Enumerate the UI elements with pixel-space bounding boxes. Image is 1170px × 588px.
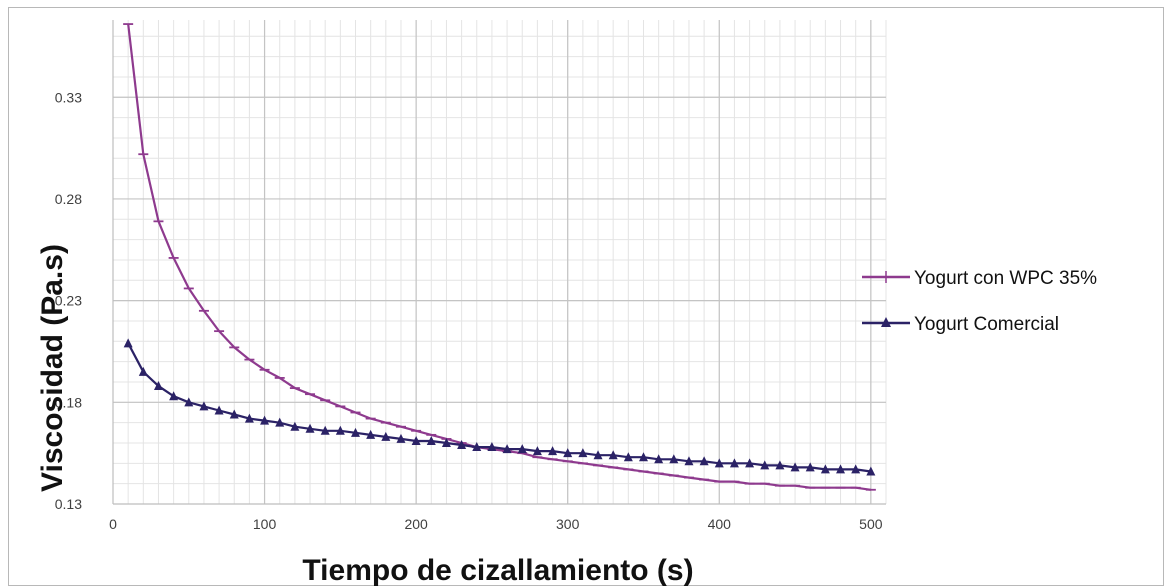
data-point [472,442,482,452]
data-point [866,466,876,476]
data-point [199,401,209,411]
data-point [153,381,163,391]
y-axis-title: Viscosidad (Pa.s) [36,244,69,492]
x-tick-label: 300 [556,516,580,532]
data-point [290,421,300,431]
data-point [563,448,573,458]
data-point [426,435,436,445]
data-point [548,446,558,456]
data-point [441,437,451,447]
series-layer [123,23,876,491]
x-tick-label: 200 [404,516,428,532]
legend-item-wpc: Yogurt con WPC 35% [862,268,1097,289]
axes [112,20,886,505]
data-point [260,415,270,425]
data-point [851,464,861,474]
chart-frame [8,7,1164,586]
data-point [138,366,148,376]
data-point [790,462,800,472]
data-point [396,433,406,443]
data-point [729,458,739,468]
x-tick-label: 100 [253,516,277,532]
data-point [775,460,785,470]
data-point [305,423,315,433]
x-tick-label: 0 [109,516,117,532]
series-wpc [123,23,876,491]
data-point [669,454,679,464]
data-point [411,435,421,445]
legend-item-comercial: Yogurt Comercial [862,314,1059,335]
y-tick-label: 0.28 [55,191,82,207]
data-point [184,397,194,407]
legend-label-wpc: Yogurt con WPC 35% [914,268,1097,289]
y-tick-label: 0.33 [55,89,82,105]
y-tick-label: 0.23 [55,293,82,309]
grid [112,20,887,505]
x-axis-title: Tiempo de cizallamiento (s) [302,554,693,587]
tick-labels: 0 100 200 300 400 500 0.13 0.18 0.23 0.28 0.33 [55,89,883,532]
y-tick-label: 0.13 [55,496,82,512]
data-point [457,440,467,450]
data-point [608,450,618,460]
legend-label-comercial: Yogurt Comercial [914,314,1059,335]
series-comercial [123,338,876,476]
data-point [684,456,694,466]
data-point [638,452,648,462]
data-point [502,444,512,454]
data-point [244,413,254,423]
data-point [578,448,588,458]
data-point [123,338,133,348]
x-tick-label: 400 [708,516,732,532]
data-point [745,458,755,468]
data-point [366,429,376,439]
series-line [127,23,871,491]
data-point [836,464,846,474]
data-point [820,464,830,474]
data-point [487,442,497,452]
data-point [517,444,527,454]
y-tick-label: 0.18 [55,394,82,410]
x-tick-label: 500 [859,516,883,532]
data-point [320,425,330,435]
data-point [654,454,664,464]
data-point [275,417,285,427]
data-point [760,460,770,470]
data-point [714,458,724,468]
data-point [351,427,361,437]
data-point [229,409,239,419]
data-point [699,456,709,466]
data-point [623,452,633,462]
legend: Yogurt con WPC 35% Yogurt Comercial [862,268,1097,335]
data-point [169,391,179,401]
data-point [214,405,224,415]
data-point [805,462,815,472]
data-point [335,425,345,435]
series-line [127,342,871,473]
data-point [381,431,391,441]
data-point [532,446,542,456]
data-point [593,450,603,460]
